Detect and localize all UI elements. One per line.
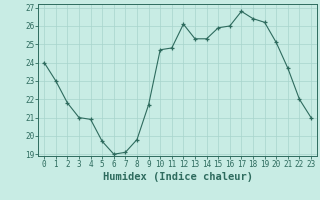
X-axis label: Humidex (Indice chaleur): Humidex (Indice chaleur) [103,172,252,182]
